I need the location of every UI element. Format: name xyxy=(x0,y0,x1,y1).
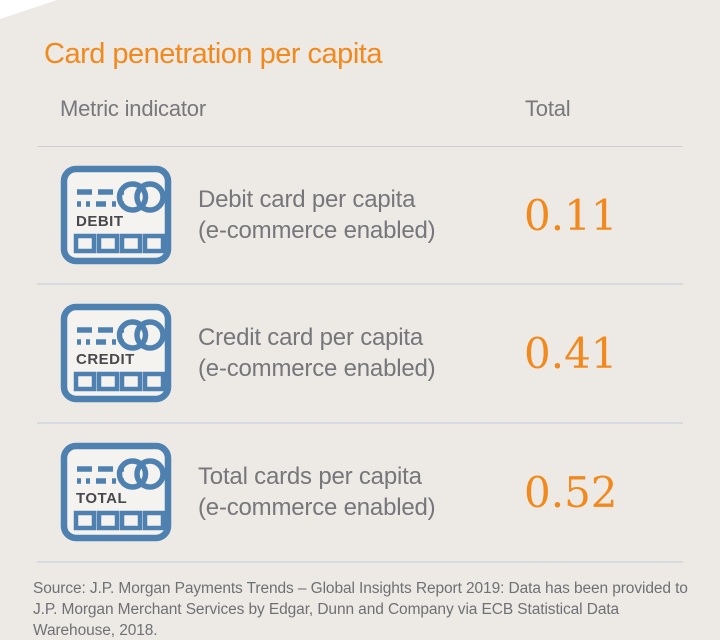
page-title: Card penetration per capita xyxy=(44,38,382,70)
card-word-label: CREDIT xyxy=(76,351,135,368)
metric-label-line2: (e-commerce enabled) xyxy=(198,355,436,382)
debit-card-icon: DEBIT xyxy=(60,165,172,265)
metric-value: 0.41 xyxy=(524,329,618,378)
column-header-metric: Metric indicator xyxy=(60,96,206,121)
credit-card-icon: CREDIT xyxy=(60,303,172,403)
metric-label-line2: (e-commerce enabled) xyxy=(198,494,436,521)
card-word-label: DEBIT xyxy=(76,213,124,230)
header-divider xyxy=(37,146,683,147)
row-divider xyxy=(37,422,683,424)
table-row-total: TOTAL Total cards per capita (e-commerce… xyxy=(0,423,720,561)
total-cards-icon: TOTAL xyxy=(60,442,172,542)
column-header-total: Total xyxy=(525,96,571,121)
row-divider xyxy=(37,561,683,563)
metric-label-line2: (e-commerce enabled) xyxy=(198,217,436,244)
card-word-label: TOTAL xyxy=(76,490,127,507)
source-note: Source: J.P. Morgan Payments Trends – Gl… xyxy=(33,580,688,639)
metric-label: Debit card per capita (e-commerce enable… xyxy=(198,184,436,246)
table-row-debit: DEBIT Debit card per capita (e-commerce … xyxy=(0,146,720,284)
metric-label: Total cards per capita (e-commerce enabl… xyxy=(198,461,436,523)
row-divider xyxy=(37,283,683,285)
metric-value: 0.11 xyxy=(524,191,618,240)
page-corner-fold xyxy=(0,0,57,19)
metric-label: Credit card per capita (e-commerce enabl… xyxy=(198,322,436,384)
metric-label-line1: Debit card per capita xyxy=(198,186,416,213)
metric-label-line1: Credit card per capita xyxy=(198,324,424,351)
metric-value: 0.52 xyxy=(524,468,618,517)
table-row-credit: CREDIT Credit card per capita (e-commerc… xyxy=(0,284,720,422)
metric-label-line1: Total cards per capita xyxy=(198,463,422,490)
